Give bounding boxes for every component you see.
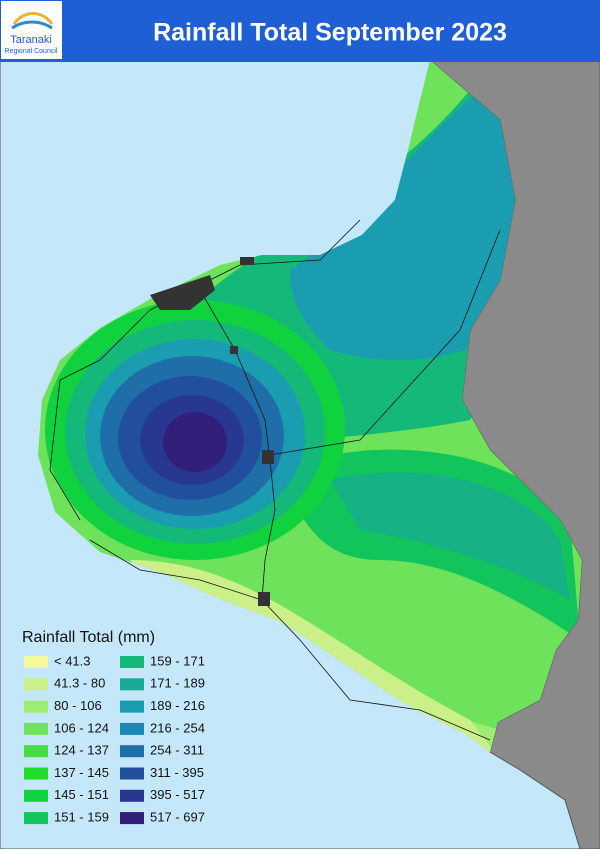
logo-subtitle: Regional Council [5, 48, 58, 55]
legend-label: 189 - 216 [150, 698, 205, 713]
legend-label: 137 - 145 [54, 765, 109, 780]
legend-swatch [120, 678, 144, 691]
map-title: Rainfall Total September 2023 [153, 19, 507, 47]
legend-label: 311 - 395 [150, 765, 204, 780]
legend-swatch [120, 812, 144, 825]
legend-label: 159 - 171 [150, 653, 205, 668]
legend-swatch [120, 700, 144, 713]
logo-name: Taranaki [10, 34, 52, 46]
logo-wave [11, 20, 53, 30]
legend-label: 106 - 124 [54, 720, 109, 735]
logo-sun [12, 12, 54, 25]
legend-swatch [24, 722, 48, 735]
legend-label: 395 - 517 [150, 787, 205, 802]
legend-swatch [120, 722, 144, 735]
logo [1, 1, 62, 59]
legend-label: 254 - 311 [150, 743, 204, 758]
roads [49, 219, 501, 741]
legend-label: 517 - 697 [150, 810, 205, 825]
legend-label: 216 - 254 [150, 720, 205, 735]
legend-swatch [24, 767, 48, 780]
legend-swatch [24, 745, 48, 758]
legend-title: Rainfall Total (mm) [22, 629, 155, 646]
legend-swatch [24, 678, 48, 691]
legend-label: 145 - 151 [54, 787, 109, 802]
legend-swatch [120, 789, 144, 802]
legend-swatch [24, 700, 48, 713]
legend-swatch [24, 789, 48, 802]
legend-swatch [24, 656, 48, 668]
legend-label: 80 - 106 [54, 698, 102, 713]
legend-label: 171 - 189 [150, 676, 205, 691]
header-bar [0, 0, 600, 62]
towns [150, 257, 274, 606]
legend-swatch [120, 767, 144, 780]
legend-swatch [120, 745, 144, 758]
legend-label: 151 - 159 [54, 810, 109, 825]
legend-label: 41.3 - 80 [54, 676, 105, 691]
legend-swatch [24, 812, 48, 825]
legend-swatch [120, 656, 144, 668]
legend-label: 124 - 137 [54, 743, 109, 758]
legend-label: < 41.3 [54, 653, 91, 668]
legend: < 41.3 41.3 - 80 80 - 106 106 - 124 124 - 13… [24, 653, 205, 825]
